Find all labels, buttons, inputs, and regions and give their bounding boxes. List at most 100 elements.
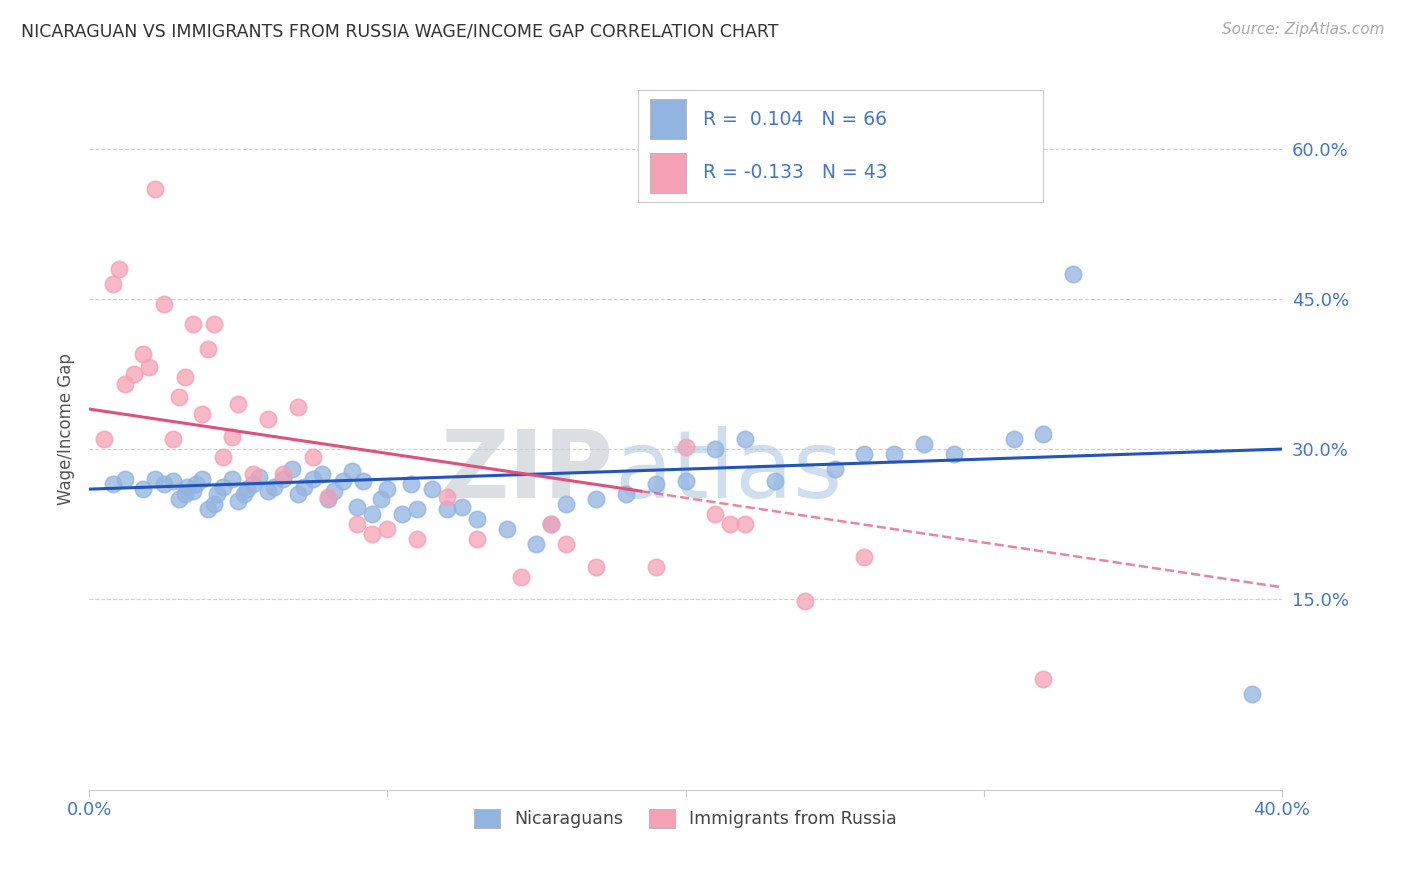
Point (197, 502, 219, 516)
Point (226, 397, 249, 411)
Point (436, 490, 458, 504)
Point (162, 474, 184, 488)
Point (734, 517, 756, 532)
Point (162, 432, 184, 446)
Legend: Nicaraguans, Immigrants from Russia: Nicaraguans, Immigrants from Russia (467, 802, 904, 835)
Point (450, 500, 472, 515)
Point (152, 477, 174, 491)
Text: ZIP: ZIP (441, 426, 614, 518)
Point (1062, 267, 1084, 281)
Point (1032, 427, 1054, 442)
Point (793, 594, 815, 608)
Point (287, 400, 309, 414)
Point (346, 517, 368, 532)
Point (555, 497, 578, 511)
Point (332, 474, 354, 488)
Point (183, 484, 205, 499)
Point (704, 442, 727, 456)
Point (138, 359, 160, 374)
Point (202, 317, 225, 331)
Point (614, 487, 637, 501)
Point (271, 467, 294, 482)
Point (292, 480, 315, 494)
Point (257, 412, 280, 426)
Point (212, 480, 235, 494)
Point (465, 512, 488, 526)
Point (763, 474, 786, 488)
Point (436, 502, 458, 516)
Point (824, 462, 846, 476)
Point (316, 490, 339, 504)
Point (406, 532, 429, 546)
Point (465, 532, 488, 546)
Text: NICARAGUAN VS IMMIGRANTS FROM RUSSIA WAGE/INCOME GAP CORRELATION CHART: NICARAGUAN VS IMMIGRANTS FROM RUSSIA WAG… (21, 22, 779, 40)
Point (271, 472, 294, 486)
Point (257, 484, 280, 499)
Point (143, 472, 166, 486)
Point (316, 492, 339, 507)
Point (853, 550, 876, 565)
Point (93, 432, 115, 446)
Point (122, 367, 145, 381)
Text: Source: ZipAtlas.com: Source: ZipAtlas.com (1222, 22, 1385, 37)
Point (675, 474, 697, 488)
Point (361, 507, 384, 521)
Text: atlas: atlas (614, 426, 842, 518)
Point (236, 482, 259, 496)
Point (301, 450, 323, 464)
Point (540, 517, 562, 532)
Point (495, 522, 517, 536)
Point (361, 527, 384, 541)
Point (883, 447, 905, 461)
Point (191, 407, 214, 421)
Point (173, 370, 195, 384)
Point (585, 492, 607, 507)
Point (311, 467, 333, 482)
Point (101, 477, 124, 491)
Point (510, 570, 533, 584)
Point (346, 500, 368, 515)
Point (942, 447, 965, 461)
Point (340, 464, 363, 478)
Point (399, 477, 422, 491)
Point (420, 482, 443, 496)
Point (143, 182, 166, 196)
Point (197, 342, 219, 356)
Point (263, 480, 285, 494)
Point (391, 507, 413, 521)
Point (406, 502, 429, 516)
Point (1002, 432, 1025, 446)
Point (167, 492, 190, 507)
Point (212, 450, 235, 464)
Point (132, 482, 155, 496)
Point (183, 317, 205, 331)
Point (301, 472, 323, 486)
Point (675, 440, 697, 454)
Point (322, 484, 344, 499)
Point (221, 472, 243, 486)
Point (108, 261, 131, 276)
Point (202, 497, 225, 511)
Point (912, 437, 935, 451)
Y-axis label: Wage/Income Gap: Wage/Income Gap (58, 353, 75, 505)
Point (114, 472, 136, 486)
Point (101, 277, 124, 291)
Point (734, 432, 756, 446)
Point (704, 507, 727, 521)
Point (555, 537, 578, 551)
Point (152, 297, 174, 311)
Point (207, 487, 229, 501)
Point (375, 482, 398, 496)
Point (191, 472, 214, 486)
Point (853, 447, 876, 461)
Point (242, 467, 264, 482)
Point (352, 474, 374, 488)
Point (287, 487, 309, 501)
Point (226, 494, 249, 508)
Point (233, 487, 256, 501)
Point (644, 477, 666, 491)
Point (540, 517, 562, 532)
Point (242, 477, 264, 491)
Point (221, 430, 243, 444)
Point (644, 560, 666, 574)
